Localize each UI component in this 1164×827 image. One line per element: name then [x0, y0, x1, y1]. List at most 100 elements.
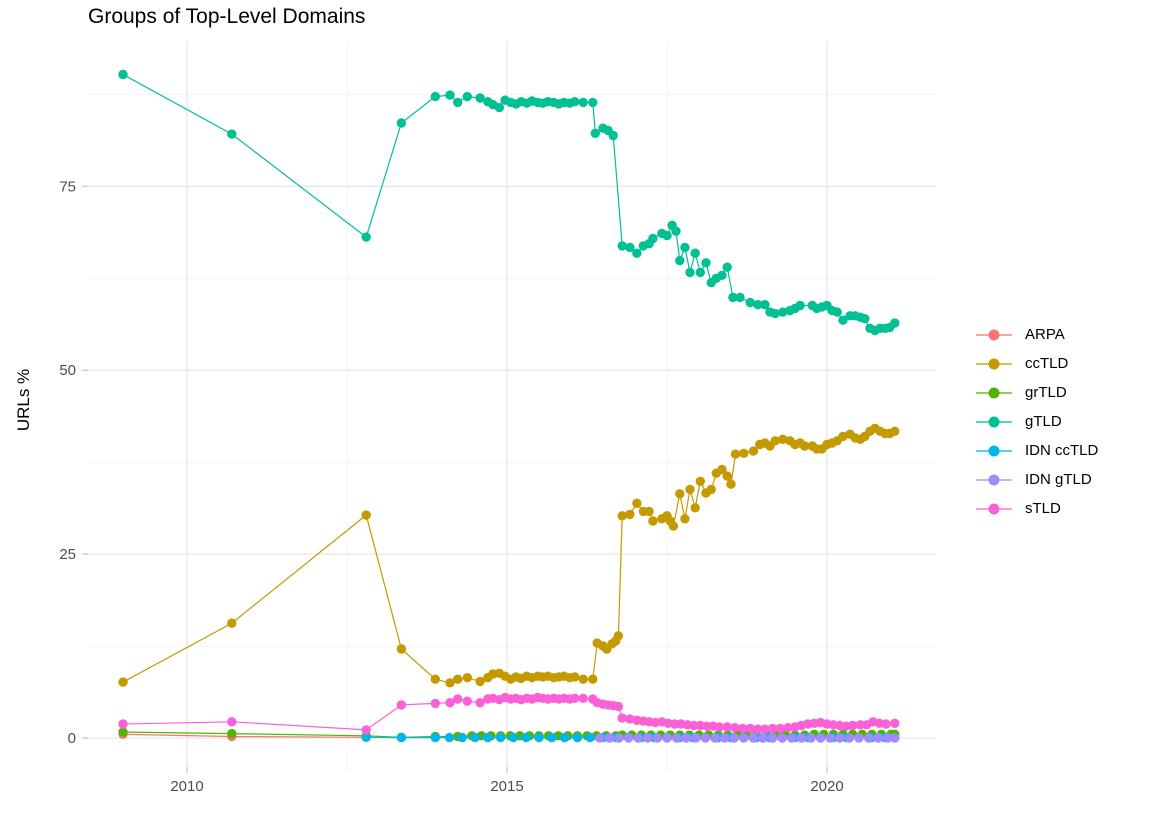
- legend-key-icon: [976, 444, 1012, 457]
- data-point: [770, 308, 780, 319]
- data-point: [633, 733, 643, 743]
- y-tick-label: 25: [59, 546, 76, 563]
- data-point: [118, 727, 128, 737]
- series-idn-gtld: [595, 733, 900, 743]
- data-point: [745, 723, 755, 734]
- data-point: [825, 733, 835, 743]
- legend-item-arpa: ARPA: [976, 320, 1098, 349]
- data-point: [570, 672, 580, 682]
- data-point: [430, 91, 440, 102]
- data-point: [444, 732, 455, 743]
- series-line: [122, 73, 896, 332]
- series-line: [122, 427, 896, 684]
- data-point: [570, 693, 580, 703]
- data-point: [719, 733, 730, 743]
- data-point: [767, 723, 778, 734]
- legend: ARPA ccTLD grTLD gTLD IDN ccTLD IDN gTLD sTLD: [976, 320, 1098, 523]
- data-point: [617, 511, 627, 521]
- series-stld: [118, 692, 900, 735]
- data-point: [453, 694, 463, 704]
- data-point: [729, 733, 739, 743]
- legend-key-icon: [976, 328, 1012, 341]
- data-point: [681, 733, 691, 743]
- data-point: [760, 300, 770, 310]
- data-point: [361, 732, 371, 742]
- legend-label: IDN ccTLD: [1025, 442, 1099, 459]
- y-tick-label: 50: [59, 362, 76, 379]
- data-point: [728, 292, 738, 303]
- data-point: [722, 471, 732, 481]
- data-point: [475, 698, 485, 708]
- data-point: [617, 713, 627, 723]
- data-point: [613, 701, 624, 712]
- data-point: [396, 700, 407, 710]
- data-point: [572, 732, 583, 743]
- data-point: [462, 673, 472, 683]
- data-point: [695, 476, 705, 486]
- data-point: [783, 723, 793, 733]
- data-point: [815, 733, 826, 743]
- data-point: [717, 464, 727, 475]
- legend-key-icon: [976, 386, 1012, 399]
- data-point: [118, 719, 128, 729]
- data-point: [748, 446, 759, 456]
- data-point: [578, 97, 588, 108]
- legend-item-idn-gtld: IDN gTLD: [976, 465, 1098, 494]
- data-point: [777, 733, 787, 743]
- data-point: [652, 733, 663, 743]
- data-point: [495, 732, 506, 743]
- data-point: [668, 521, 679, 531]
- data-point: [770, 436, 780, 446]
- data-point: [700, 733, 711, 743]
- x-tick-label: 2015: [490, 778, 523, 795]
- data-point: [753, 724, 763, 734]
- data-point: [227, 129, 237, 139]
- data-point: [890, 718, 900, 728]
- data-point: [890, 733, 900, 743]
- data-point: [625, 242, 635, 253]
- data-point: [890, 318, 900, 328]
- data-point: [778, 307, 788, 317]
- data-point: [760, 724, 770, 734]
- data-point: [118, 677, 128, 687]
- data-point: [613, 631, 624, 641]
- legend-label: ARPA: [1025, 326, 1065, 343]
- data-point: [767, 733, 778, 743]
- data-point: [860, 314, 870, 324]
- data-point: [854, 733, 864, 743]
- data-point: [632, 498, 642, 508]
- legend-label: gTLD: [1025, 413, 1062, 430]
- data-point: [690, 248, 700, 258]
- data-point: [453, 97, 463, 108]
- series-cctld: [118, 423, 900, 688]
- data-point: [559, 732, 570, 743]
- data-point: [717, 270, 727, 280]
- x-tick-label: 2020: [810, 778, 843, 795]
- legend-key-icon: [976, 473, 1012, 486]
- data-point: [643, 733, 653, 743]
- data-point: [730, 723, 740, 733]
- data-point: [396, 118, 407, 128]
- data-point: [470, 732, 480, 743]
- data-point: [706, 484, 716, 495]
- data-point: [588, 97, 598, 108]
- legend-item-stld: sTLD: [976, 494, 1098, 523]
- data-point: [735, 292, 745, 303]
- data-point: [881, 719, 891, 729]
- data-point: [608, 130, 618, 141]
- data-point: [430, 732, 440, 743]
- legend-label: ccTLD: [1025, 355, 1069, 372]
- data-point: [227, 717, 237, 727]
- legend-key-icon: [976, 502, 1012, 515]
- data-point: [832, 307, 842, 317]
- data-point: [430, 698, 440, 709]
- legend-label: grTLD: [1025, 384, 1067, 401]
- data-point: [685, 267, 695, 278]
- data-point: [680, 242, 690, 253]
- data-point: [737, 723, 748, 734]
- data-point: [475, 676, 485, 687]
- legend-label: sTLD: [1025, 500, 1061, 517]
- data-point: [701, 258, 711, 268]
- legend-item-grtld: grTLD: [976, 378, 1098, 407]
